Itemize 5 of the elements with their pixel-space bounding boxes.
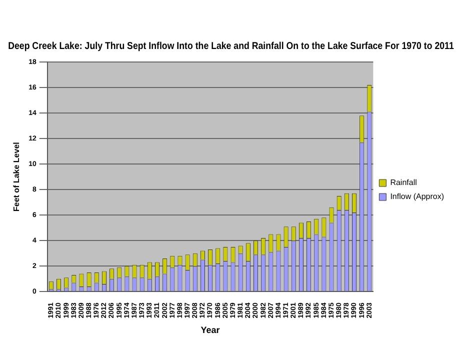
legend-label: Rainfall (390, 178, 418, 188)
legend-label: Inflow (Approx) (390, 192, 444, 202)
x-axis-title: Year (200, 325, 220, 336)
chart-title: Deep Creek Lake: July Thru Sept Inflow Into the Lake and Rainfall On to the Lake Surface For 1970 to 2011 (8, 40, 454, 52)
y-axis-title: Feet of Lake Level (12, 142, 22, 212)
